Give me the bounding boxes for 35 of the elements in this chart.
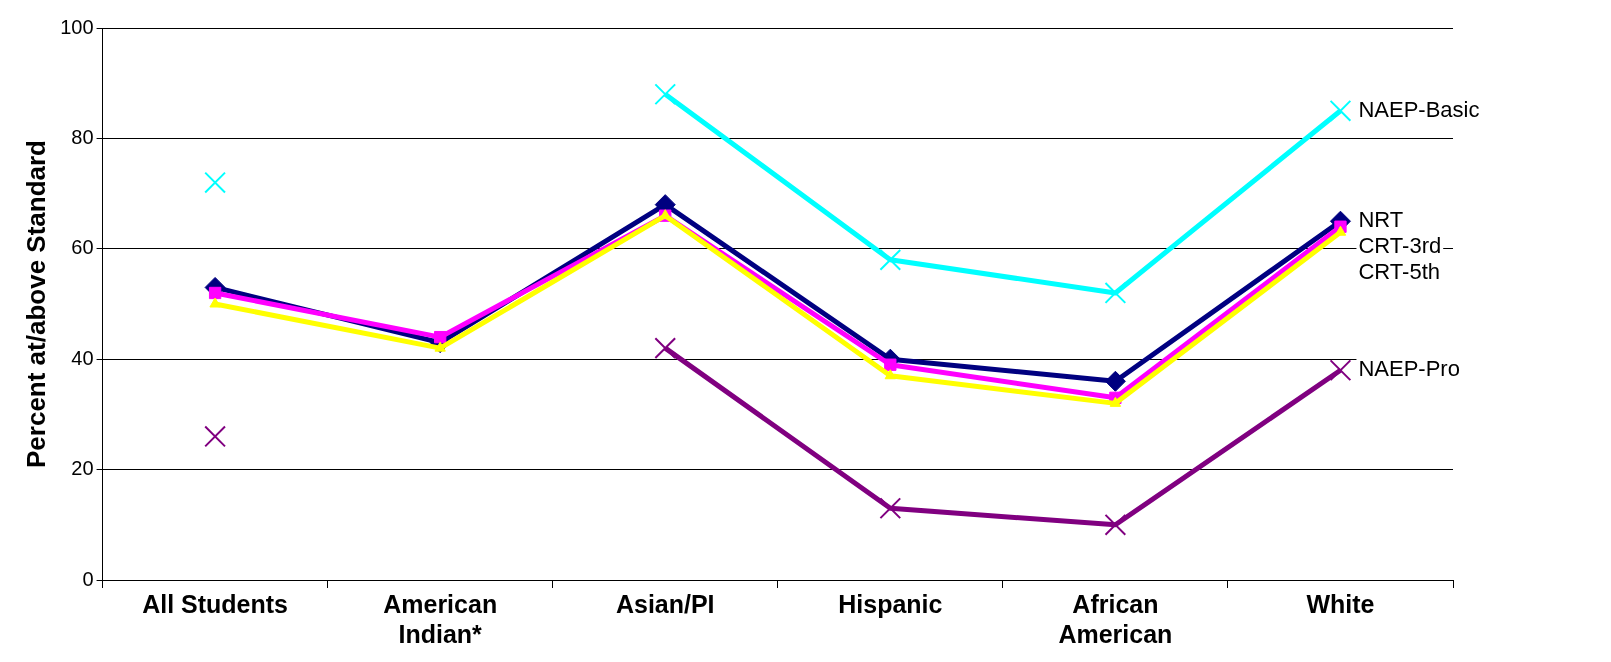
- y-tick-label: 20: [71, 457, 94, 480]
- point: [1329, 99, 1352, 122]
- point: [654, 83, 677, 106]
- x-tick-label: Asian/PI: [615, 589, 715, 618]
- point: [209, 297, 221, 308]
- y-tick-label: 80: [71, 125, 94, 148]
- point: [884, 358, 897, 371]
- point: [884, 369, 897, 380]
- point: [434, 330, 447, 344]
- y-axis-title: Percent at/above Standard: [20, 140, 51, 468]
- point: [1104, 513, 1127, 536]
- point: [654, 337, 677, 360]
- y-tick-label: 100: [60, 15, 94, 38]
- point: [208, 286, 222, 300]
- point: [879, 248, 902, 271]
- point: [1109, 396, 1122, 407]
- series-label: NAEP-Pro: [1358, 356, 1460, 382]
- x-tick-label: White: [1306, 589, 1375, 618]
- x-tick-label: Hispanic: [838, 589, 943, 618]
- y-tick-label: 60: [71, 236, 94, 259]
- point: [204, 171, 227, 194]
- y-tick-label: 0: [82, 567, 94, 590]
- series-label: NRT: [1358, 207, 1404, 233]
- x-tick-label: American Indian*: [383, 589, 498, 648]
- point: [1104, 370, 1126, 392]
- series-label: NAEP-Basic: [1358, 96, 1480, 122]
- series-label: CRT-5th: [1358, 259, 1440, 285]
- point: [1329, 359, 1352, 382]
- y-tick-label: 40: [71, 346, 94, 369]
- x-tick-label: African American: [1058, 589, 1173, 648]
- point: [879, 497, 902, 520]
- series-label: CRT-3rd: [1358, 233, 1442, 259]
- point: [1104, 282, 1127, 304]
- point: [204, 425, 227, 448]
- x-tick-label: All Students: [142, 589, 289, 618]
